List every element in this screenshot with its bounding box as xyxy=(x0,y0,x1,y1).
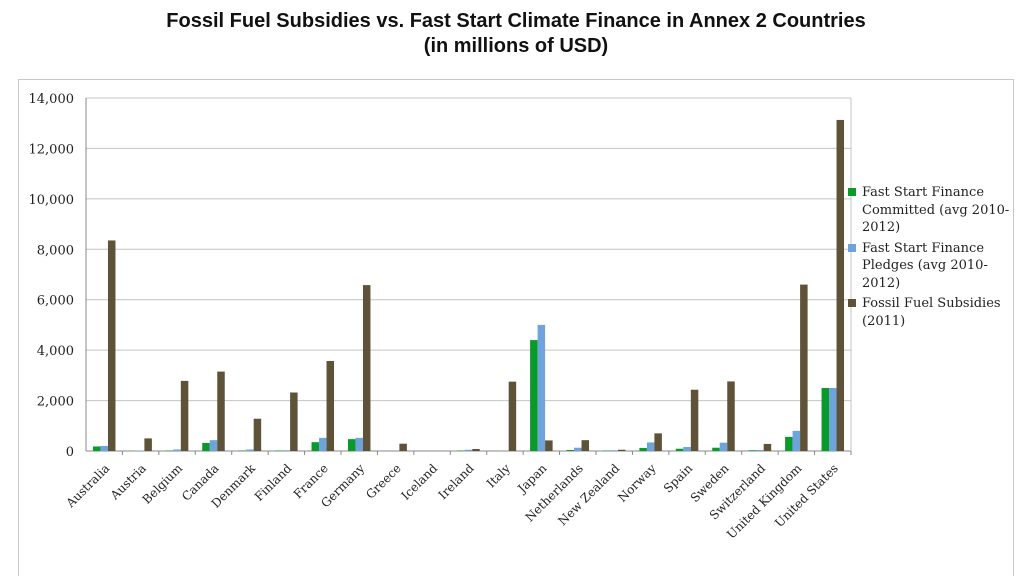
bar xyxy=(253,418,262,451)
x-tick-label: United States xyxy=(772,461,841,530)
bar xyxy=(173,449,181,451)
bar xyxy=(472,448,480,451)
legend-label: Fast Start Finance Committed (avg 2010-2… xyxy=(862,185,1010,235)
legend-swatch xyxy=(848,188,856,196)
bar xyxy=(646,442,655,451)
bar xyxy=(756,449,764,451)
bar xyxy=(617,449,626,451)
y-tick-label: 14,000 xyxy=(29,92,75,107)
y-tick-label: 12,000 xyxy=(29,142,75,157)
bar xyxy=(399,443,407,451)
x-tick-label: Ireland xyxy=(436,461,477,502)
chart-title: Fossil Fuel Subsidies vs. Fast Start Cli… xyxy=(0,9,1032,59)
bar xyxy=(545,440,553,451)
y-tick-label: 10,000 xyxy=(29,193,75,208)
bar xyxy=(829,387,837,451)
chart-legend: Fast Start Finance Committed (avg 2010-2… xyxy=(848,184,1018,333)
bar xyxy=(238,450,247,451)
bar xyxy=(107,240,116,451)
chart-title-line2: (in millions of USD) xyxy=(423,35,609,57)
bar xyxy=(602,450,611,451)
bar xyxy=(530,340,538,451)
bar xyxy=(712,447,720,451)
bar xyxy=(209,440,218,451)
y-tick-label: 6,000 xyxy=(37,294,74,309)
bar xyxy=(282,450,291,451)
bar xyxy=(836,119,845,451)
bar xyxy=(319,437,327,451)
bar xyxy=(92,446,101,451)
x-tick-label: Greece xyxy=(363,461,404,502)
bar xyxy=(800,284,808,451)
x-tick-label: Iceland xyxy=(398,461,440,503)
bar xyxy=(457,450,465,451)
bar xyxy=(683,446,691,451)
bar xyxy=(347,439,356,451)
bar xyxy=(326,360,335,451)
bar xyxy=(290,392,298,451)
bar xyxy=(537,324,546,451)
bar xyxy=(566,449,575,451)
chart-title-line1: Fossil Fuel Subsidies vs. Fast Start Cli… xyxy=(166,10,866,32)
legend-item: Fast Start Finance Pledges (avg 2010-201… xyxy=(848,240,1018,293)
legend-item: Fast Start Finance Committed (avg 2010-2… xyxy=(848,184,1018,237)
x-tick-label: Norway xyxy=(615,461,659,505)
bar xyxy=(355,437,363,451)
bar xyxy=(639,447,647,451)
bar xyxy=(719,442,728,451)
bar xyxy=(100,445,108,451)
x-tick-label: Belgium xyxy=(140,461,186,507)
bar xyxy=(792,430,801,451)
bar xyxy=(464,449,473,451)
bar xyxy=(654,433,662,451)
bar xyxy=(508,381,517,451)
bar xyxy=(763,443,772,451)
x-tick-label: Italy xyxy=(484,461,513,490)
bar xyxy=(136,450,145,451)
bar xyxy=(275,450,283,451)
y-tick-label: 2,000 xyxy=(37,395,74,410)
chart-frame xyxy=(18,79,1014,576)
x-tick-label: Australia xyxy=(63,461,113,511)
bar xyxy=(311,442,320,451)
legend-swatch xyxy=(848,299,856,307)
x-tick-label: Spain xyxy=(661,461,696,496)
bar xyxy=(574,447,582,451)
bar xyxy=(727,381,735,451)
x-tick-label: Finland xyxy=(252,461,295,504)
bar xyxy=(675,448,684,451)
bar xyxy=(202,442,210,451)
legend-swatch xyxy=(848,243,856,252)
bar xyxy=(165,450,174,451)
y-tick-label: 0 xyxy=(66,445,74,460)
bar xyxy=(610,450,618,451)
bar xyxy=(180,380,189,451)
legend-item: Fossil Fuel Subsidies (2011) xyxy=(848,295,1018,330)
bar xyxy=(821,387,830,451)
y-tick-label: 4,000 xyxy=(37,344,74,359)
bar xyxy=(362,285,371,451)
bar xyxy=(748,450,757,451)
bar xyxy=(246,449,254,451)
legend-label: Fast Start Finance Pledges (avg 2010-201… xyxy=(862,240,988,291)
bar xyxy=(144,438,152,451)
bar xyxy=(785,436,793,451)
y-tick-label: 8,000 xyxy=(37,243,74,258)
bar xyxy=(581,440,590,451)
bar xyxy=(690,389,699,451)
bar xyxy=(217,371,225,451)
legend-label: Fossil Fuel Subsidies (2011) xyxy=(862,296,1001,329)
